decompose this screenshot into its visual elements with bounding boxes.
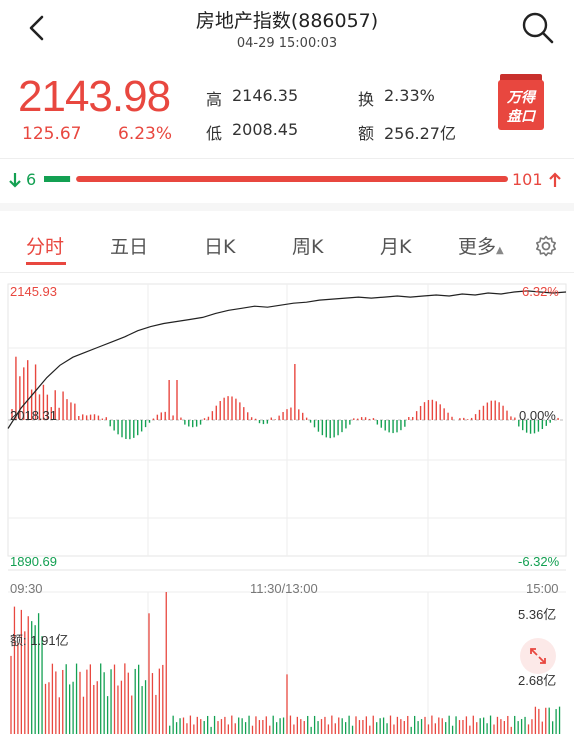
intraday-chart[interactable] xyxy=(0,272,574,737)
tab-five-day[interactable]: 五日 xyxy=(110,236,149,258)
up-arrow-icon xyxy=(549,172,561,187)
breadth-ratio-bar xyxy=(44,176,508,182)
section-gap xyxy=(0,203,574,211)
time-label-midday: 11:30/13:00 xyxy=(250,581,318,596)
amount-caption-value: 1.91亿 xyxy=(30,633,69,648)
expand-chart-button[interactable] xyxy=(520,638,556,674)
price-axis-mid: 2018.31 xyxy=(10,408,57,423)
advance-count: 101 xyxy=(512,170,543,189)
high-value: 2146.35 xyxy=(232,86,299,105)
decline-count: 6 xyxy=(26,170,37,189)
badge-line2: 盘口 xyxy=(507,109,535,125)
expand-icon xyxy=(530,648,546,664)
divider xyxy=(0,158,574,159)
page-title: 房地产指数(886057) xyxy=(195,10,379,32)
triangle-down-icon: ▲ xyxy=(496,245,504,256)
price-axis-top: 2145.93 xyxy=(10,284,57,299)
search-icon[interactable] xyxy=(520,10,556,46)
pct-axis-top: 6.32% xyxy=(522,284,559,299)
tab-weekly-k[interactable]: 周K xyxy=(292,236,324,258)
tab-divider xyxy=(0,272,574,273)
last-price: 2143.98 xyxy=(18,72,171,121)
low-value: 2008.45 xyxy=(232,120,299,139)
turnover-label: 换 xyxy=(358,90,375,109)
tab-more-label: 更多 xyxy=(458,236,497,258)
tab-daily-k[interactable]: 日K xyxy=(204,236,236,258)
tab-intraday[interactable]: 分时 xyxy=(26,236,65,258)
badge-line1: 万得 xyxy=(507,90,535,106)
price-change-pct: 6.23% xyxy=(118,124,173,144)
back-arrow-icon[interactable] xyxy=(22,12,54,44)
pct-axis-bottom: -6.32% xyxy=(518,554,560,569)
volume-amount-label: 额: 1.91亿 xyxy=(10,630,69,649)
pct-axis-mid: 0.00% xyxy=(519,408,556,423)
low-label: 低 xyxy=(206,124,223,143)
quote-time: 04-29 15:00:03 xyxy=(236,36,338,51)
time-label-close: 15:00 xyxy=(526,581,559,596)
high-label: 高 xyxy=(206,90,223,109)
volume-axis-max: 5.36亿 xyxy=(518,607,557,622)
gear-icon[interactable] xyxy=(534,234,558,258)
amount-caption: 额: xyxy=(10,633,27,648)
amount-value: 256.27亿 xyxy=(384,124,456,143)
down-arrow-icon xyxy=(9,173,21,188)
wind-orderbook-button[interactable]: 万得 盘口 xyxy=(498,74,544,132)
price-line xyxy=(7,290,567,429)
turnover-value: 2.33% xyxy=(384,86,435,105)
amount-label: 额 xyxy=(358,124,375,143)
advance-segment xyxy=(76,176,508,182)
active-tab-indicator xyxy=(26,262,66,265)
volume-axis-mid: 2.68亿 xyxy=(518,673,557,688)
price-axis-bottom: 1890.69 xyxy=(10,554,57,569)
tab-more[interactable]: 更多▲ xyxy=(458,232,504,259)
orderbook-badge-icon xyxy=(498,74,544,130)
price-change: 125.67 xyxy=(22,124,82,144)
decline-segment xyxy=(44,176,71,182)
tab-monthly-k[interactable]: 月K xyxy=(380,236,412,258)
advance-decline-bar: 6 101 xyxy=(0,168,574,192)
time-label-open: 09:30 xyxy=(10,581,43,596)
